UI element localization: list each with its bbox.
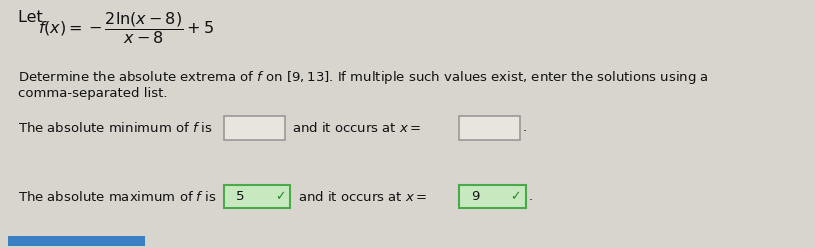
Text: 9: 9 [471,190,479,203]
Text: comma-separated list.: comma-separated list. [18,87,167,100]
Text: .: . [529,190,533,203]
Text: 5: 5 [236,190,244,203]
Text: .: . [522,122,526,134]
Text: and it occurs at $x =$: and it occurs at $x =$ [293,121,422,135]
Text: Let: Let [18,10,48,25]
Text: The absolute minimum of $f$ is: The absolute minimum of $f$ is [18,121,213,135]
Text: $f(x) = -\dfrac{2\ln(x-8)}{x-8}+5$: $f(x) = -\dfrac{2\ln(x-8)}{x-8}+5$ [37,10,214,46]
FancyBboxPatch shape [224,185,290,208]
Text: Determine the absolute extrema of $f$ on $[9, 13]$. If multiple such values exis: Determine the absolute extrema of $f$ on… [18,69,709,86]
FancyBboxPatch shape [8,236,145,246]
Text: and it occurs at $x =$: and it occurs at $x =$ [298,189,428,204]
Text: ✓: ✓ [275,190,286,203]
FancyBboxPatch shape [459,116,520,140]
Text: ✓: ✓ [510,190,521,203]
Text: The absolute maximum of $f$ is: The absolute maximum of $f$ is [18,189,217,204]
FancyBboxPatch shape [224,116,284,140]
FancyBboxPatch shape [459,185,526,208]
